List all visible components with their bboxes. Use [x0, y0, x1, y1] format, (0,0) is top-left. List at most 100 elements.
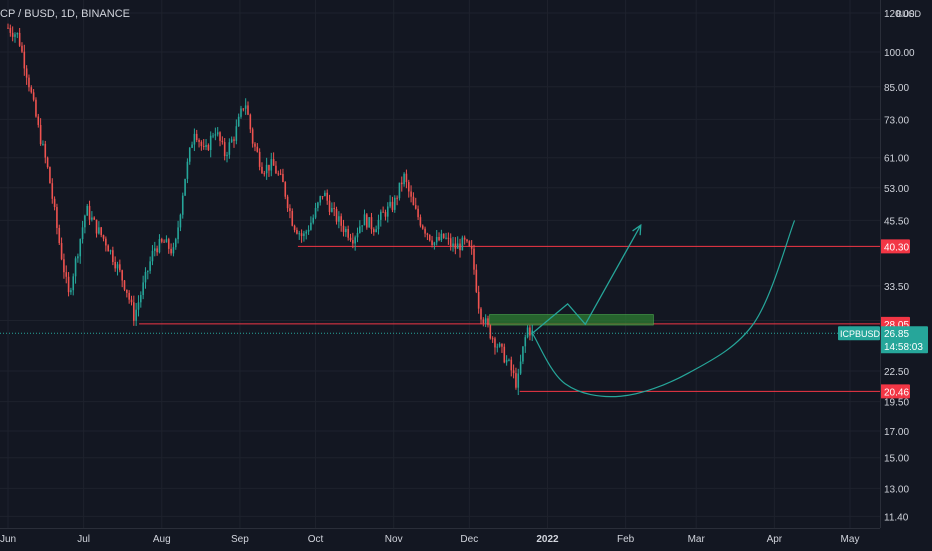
candle-body: [368, 217, 370, 228]
currency-label: BUSD: [896, 9, 922, 19]
candle-body: [177, 227, 179, 240]
candle-body: [11, 32, 14, 37]
candle-body: [184, 178, 186, 196]
candle-body: [405, 173, 408, 183]
candle-body: [461, 237, 464, 251]
candle-body: [191, 144, 193, 148]
candle-body: [473, 248, 475, 270]
candle-body: [100, 227, 102, 236]
candle-body: [389, 201, 391, 207]
candle-body: [503, 346, 506, 363]
candle-body: [424, 228, 426, 234]
price-tick-label: 120.00: [884, 9, 915, 20]
candle-body: [116, 264, 119, 269]
candle-body: [163, 241, 165, 243]
candle-body: [25, 68, 28, 78]
candle-body: [487, 318, 489, 326]
candle-body: [373, 229, 375, 233]
candle-body: [119, 264, 121, 271]
candle-body: [386, 206, 389, 217]
price-tick-label: 33.50: [884, 282, 909, 293]
candle-body: [44, 143, 47, 158]
candle-body: [328, 200, 331, 212]
candle-body: [186, 161, 189, 179]
candle-body: [524, 337, 527, 347]
candle-body: [275, 165, 277, 174]
candle-body: [35, 99, 37, 117]
candle-body: [235, 126, 238, 141]
candle-body: [382, 211, 384, 213]
candle-body: [49, 167, 51, 184]
candle-body: [46, 157, 49, 168]
time-axis[interactable]: [0, 528, 880, 551]
candle-body: [167, 239, 170, 249]
price-tick-label: 53.00: [884, 184, 909, 195]
candle-body: [459, 243, 461, 251]
candle-body: [307, 229, 310, 232]
candle-body: [198, 140, 200, 142]
candle-body: [463, 237, 466, 240]
candle-body: [377, 219, 380, 230]
candle-body: [433, 242, 436, 245]
candle-body: [53, 198, 56, 208]
candle-body: [354, 237, 356, 244]
candle-body: [244, 105, 247, 109]
candle-body: [510, 359, 513, 371]
price-tick-label: 15.00: [884, 454, 909, 465]
candle-body: [200, 141, 203, 146]
candle-body: [39, 124, 42, 145]
candle-body: [326, 192, 329, 201]
candle-body: [128, 292, 130, 300]
candle-body: [508, 359, 510, 361]
candle-body: [212, 135, 214, 137]
time-tick-label: Mar: [688, 534, 706, 545]
candle-body: [107, 245, 109, 252]
price-tick-label: 61.00: [884, 154, 909, 165]
candle-body: [42, 143, 44, 145]
candle-body: [482, 319, 485, 324]
price-tick-label: 17.00: [884, 427, 909, 438]
candle-body: [247, 105, 249, 115]
candle-body: [219, 132, 221, 141]
candle-body: [156, 248, 158, 253]
time-tick-label: Sep: [231, 534, 249, 545]
time-tick-label: Dec: [460, 534, 478, 545]
candle-body: [79, 239, 82, 257]
candle-body: [300, 233, 303, 237]
price-axis[interactable]: [880, 0, 932, 528]
level-badge-label: 40.30: [884, 242, 909, 253]
candle-body: [319, 196, 322, 203]
candle-body: [442, 233, 445, 238]
candle-body: [293, 225, 296, 230]
candle-body: [216, 132, 219, 135]
candle-body: [393, 197, 396, 210]
symbol-badge: [838, 326, 880, 341]
price-tick-label: 22.50: [884, 367, 909, 378]
level-badge: [880, 384, 910, 399]
candle-body: [23, 51, 26, 69]
candle-body: [272, 159, 275, 166]
candle-body: [505, 359, 508, 363]
candle-body: [193, 133, 196, 145]
candle-body: [470, 246, 473, 249]
level-badge-label: 20.46: [884, 387, 909, 398]
candle-body: [251, 129, 254, 144]
candle-body: [435, 237, 438, 243]
candle-body: [303, 233, 305, 237]
time-tick-label: Feb: [617, 534, 635, 545]
time-tick-label: Aug: [153, 534, 171, 545]
candle-body: [18, 32, 21, 46]
time-tick-label: Oct: [308, 534, 324, 545]
candle-body: [447, 237, 450, 239]
time-tick-label: Apr: [767, 534, 783, 545]
candle-body: [317, 202, 319, 208]
candle-body: [179, 214, 182, 228]
candle-body: [158, 239, 161, 253]
candlestick-series: [7, 23, 534, 396]
candle-body: [121, 270, 123, 281]
candle-body: [289, 208, 291, 212]
candle-body: [312, 217, 315, 223]
candle-body: [403, 173, 405, 185]
level-badge: [880, 239, 910, 254]
